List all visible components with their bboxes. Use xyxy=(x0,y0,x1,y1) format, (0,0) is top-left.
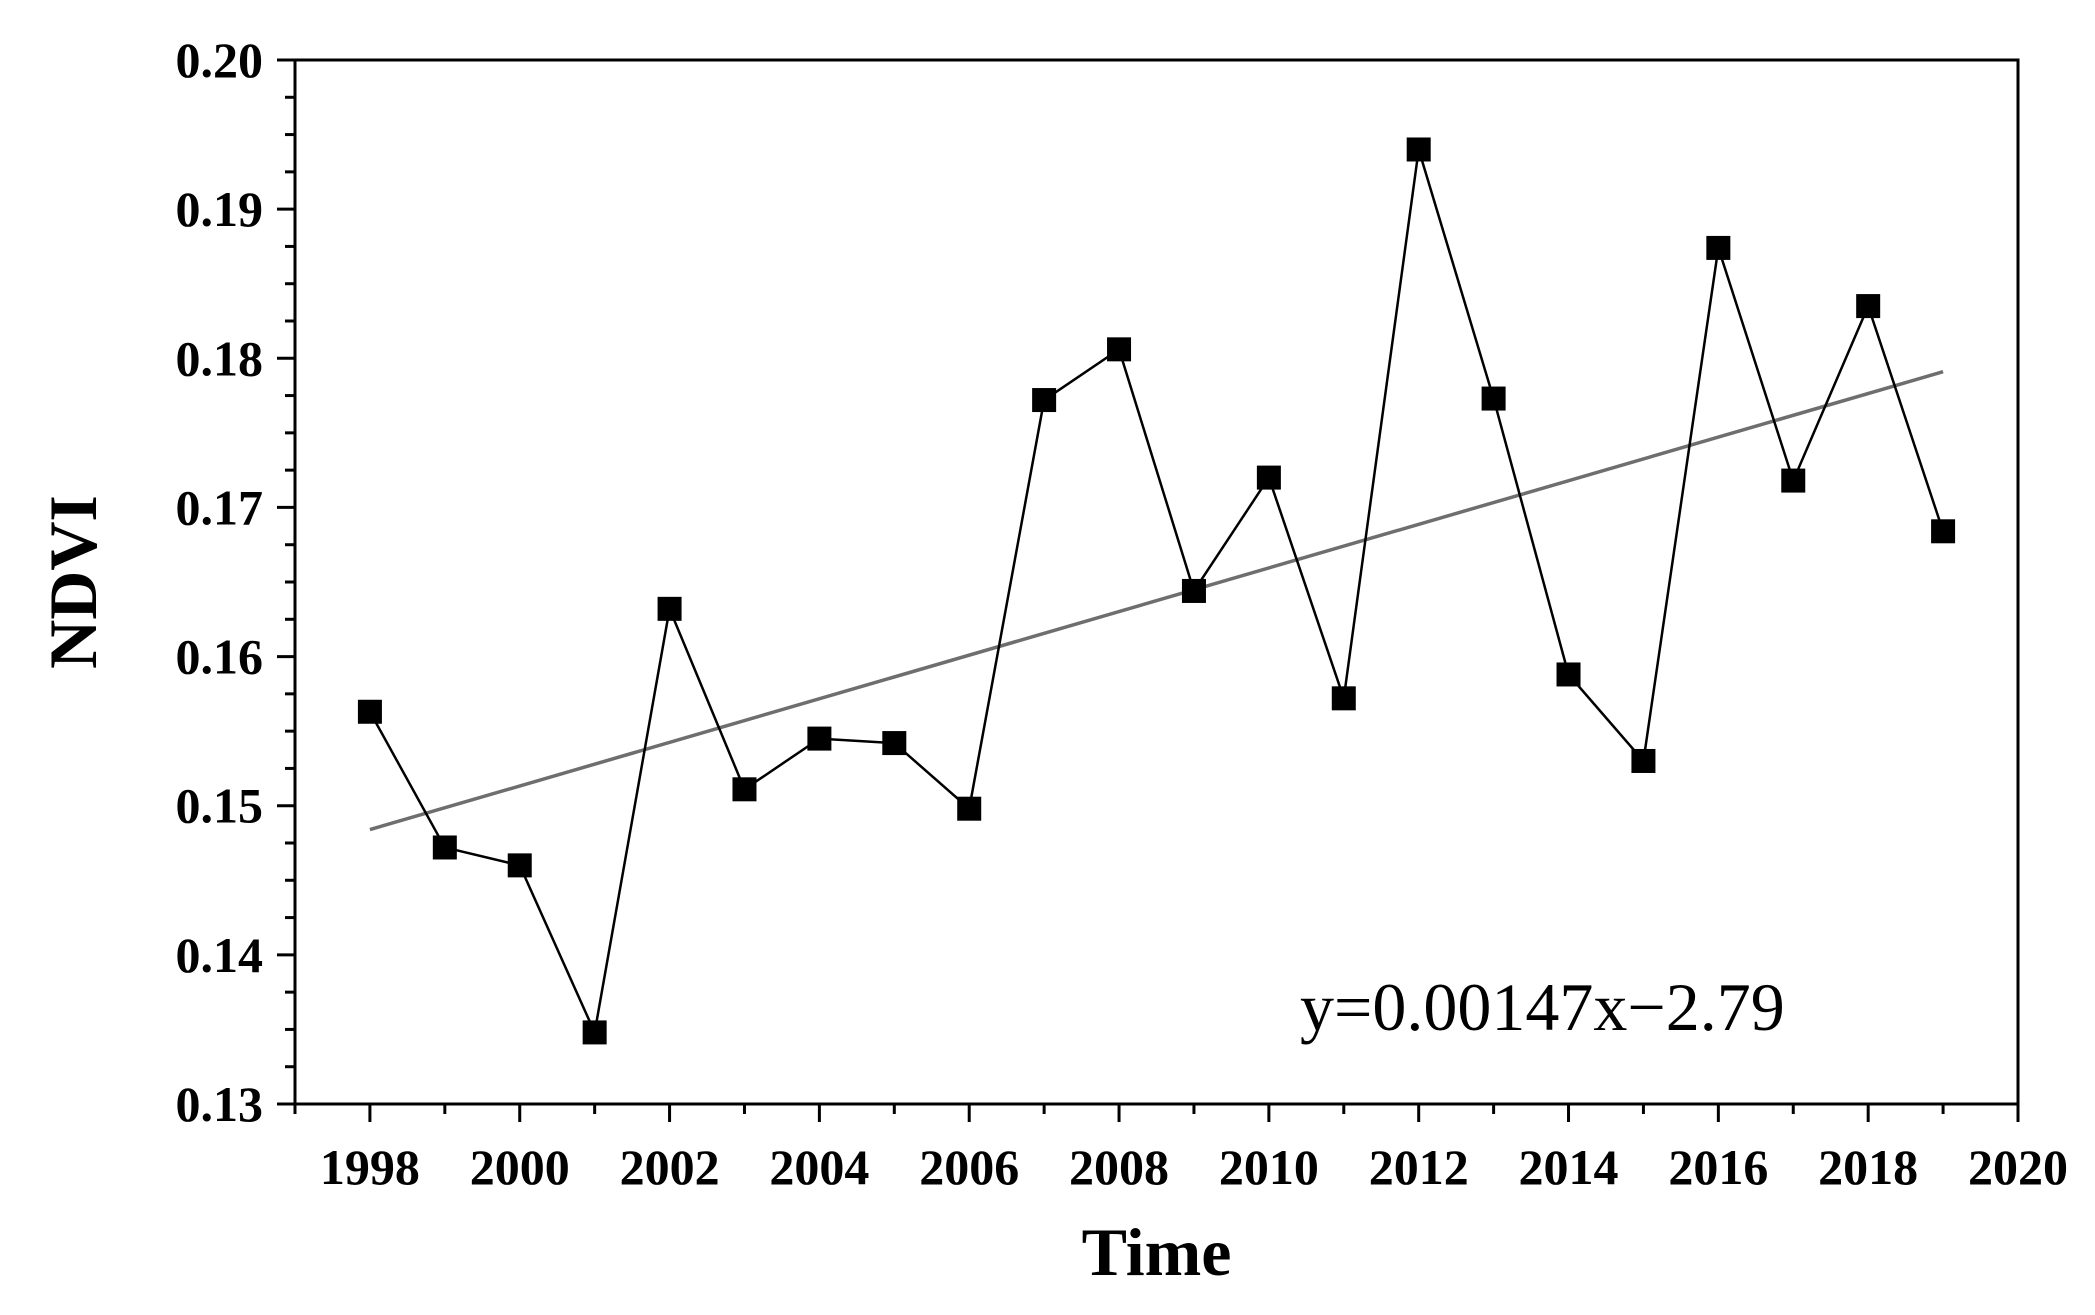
y-tick-labels: 0.13 0.14 0.15 0.16 0.17 0.18 0.19 0.20 xyxy=(176,32,264,1132)
x-tick-label: 2000 xyxy=(470,1139,570,1195)
data-point-marker xyxy=(657,596,682,621)
data-point-marker xyxy=(1256,465,1281,490)
x-tick-label: 1998 xyxy=(320,1139,420,1195)
y-tick-label: 0.16 xyxy=(176,629,264,685)
data-point-marker xyxy=(1781,468,1806,493)
data-point-marker xyxy=(582,1020,607,1045)
x-tick-label: 2008 xyxy=(1069,1139,1169,1195)
x-tick-labels: 1998 2000 2002 2004 2006 2008 2010 2012 2014 2016… xyxy=(320,1139,2068,1195)
y-tick-label: 0.14 xyxy=(176,927,264,983)
data-point-marker xyxy=(732,777,757,802)
regression-equation: y=0.00147x−2.79 xyxy=(1300,969,1785,1045)
data-point-marker xyxy=(1481,386,1506,411)
x-tick-label: 2004 xyxy=(769,1139,869,1195)
x-tick-label: 2014 xyxy=(1519,1139,1619,1195)
series-layer xyxy=(357,137,1956,1045)
data-point-marker xyxy=(1556,662,1581,687)
x-axis-title: Time xyxy=(1082,1214,1232,1290)
data-point-marker xyxy=(1331,686,1356,711)
data-point-marker xyxy=(1856,294,1881,319)
plot-frame xyxy=(293,58,2020,1106)
y-tick-label: 0.15 xyxy=(176,778,264,834)
data-point-marker xyxy=(882,731,907,756)
data-point-marker xyxy=(957,796,982,821)
y-tick-label: 0.13 xyxy=(176,1076,264,1132)
data-point-marker xyxy=(507,853,532,878)
trendline xyxy=(369,370,1944,832)
x-tick-label: 2012 xyxy=(1369,1139,1469,1195)
x-tick-label: 2006 xyxy=(919,1139,1019,1195)
data-point-marker xyxy=(432,835,457,860)
x-tick-label: 2010 xyxy=(1219,1139,1319,1195)
x-tick-label: 2020 xyxy=(1968,1139,2068,1195)
y-tick-label: 0.20 xyxy=(176,32,264,88)
data-point-marker xyxy=(807,726,832,751)
data-point-marker xyxy=(1032,388,1057,413)
data-point-marker xyxy=(1181,578,1206,603)
series-line xyxy=(368,149,1945,1037)
data-point-marker xyxy=(1706,235,1731,260)
x-tick-label: 2018 xyxy=(1818,1139,1918,1195)
y-tick-label: 0.18 xyxy=(176,330,264,386)
data-point-marker xyxy=(357,699,382,724)
data-point-marker xyxy=(1107,337,1132,362)
y-tick-label: 0.17 xyxy=(176,479,264,535)
data-point-marker xyxy=(1406,137,1431,162)
data-point-marker xyxy=(1931,519,1956,544)
axis-ticks xyxy=(277,58,2020,1122)
data-point-marker xyxy=(1631,748,1656,773)
x-tick-label: 2016 xyxy=(1668,1139,1768,1195)
y-tick-label: 0.19 xyxy=(176,181,264,237)
x-tick-label: 2002 xyxy=(620,1139,720,1195)
y-axis-title: NDVI xyxy=(35,495,111,669)
trendline-layer xyxy=(369,370,1944,832)
